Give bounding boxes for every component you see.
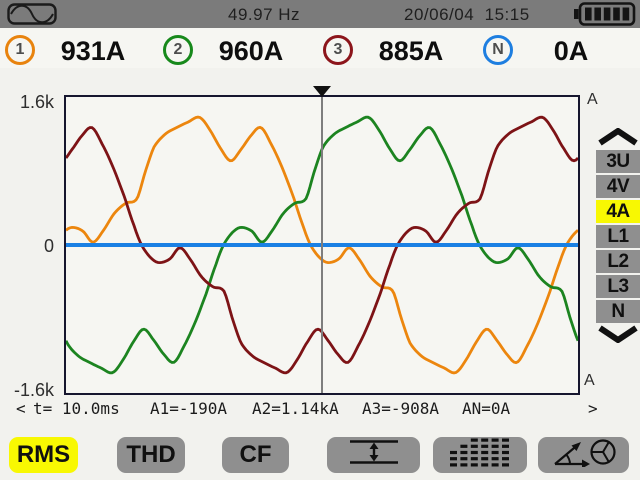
channel-1-id: 1 <box>15 41 25 58</box>
battery-bars <box>585 7 630 21</box>
cf-button[interactable]: CF <box>222 437 289 473</box>
cursor-an-readout: AN=0A <box>462 399 511 418</box>
cursor-status-line: < t= 10.0ms A1=-190A A2=1.14kA A3=-908A … <box>0 399 640 421</box>
datetime-readout: 20/06/04 15:15 <box>404 5 530 24</box>
channel-1-value: 931A <box>60 36 126 66</box>
minmax-icon <box>346 438 402 473</box>
channel-n-badge: N <box>483 35 513 65</box>
y-axis-unit-bottom: A <box>584 372 595 389</box>
cursor-prev-arrow[interactable]: < <box>16 399 26 418</box>
channel-n-id: N <box>492 41 504 58</box>
cursor-a2-readout: A2=1.14kA <box>252 399 339 418</box>
menu-up-icon[interactable] <box>596 127 640 146</box>
status-bar: 49.97 Hz 20/06/04 15:15 <box>0 0 640 28</box>
menu-item-n[interactable]: N <box>596 300 640 323</box>
y-axis-tick-bottom: -1.6k <box>13 380 54 400</box>
menu-item-4v[interactable]: 4V <box>596 175 640 198</box>
y-axis-tick-top: 1.6k <box>19 92 54 112</box>
menu-item-l1[interactable]: L1 <box>596 225 640 248</box>
menu-item-l3[interactable]: L3 <box>596 275 640 298</box>
harmonics-icon <box>449 437 511 474</box>
channel-3-value: 885A <box>378 36 444 66</box>
minmax-button[interactable] <box>327 437 420 473</box>
rms-button[interactable]: RMS <box>9 437 78 473</box>
channel-2-id: 2 <box>173 41 183 58</box>
cursor-a1-readout: A1=-190A <box>150 399 228 418</box>
menu-down-icon[interactable] <box>596 325 640 344</box>
channel-1-badge: 1 <box>5 35 35 65</box>
y-axis-unit-top: A <box>587 91 598 108</box>
cursor-time-readout: t= 10.0ms <box>33 399 120 418</box>
channel-2-badge: 2 <box>163 35 193 65</box>
channel-3-badge: 3 <box>323 35 353 65</box>
menu-item-3u[interactable]: 3U <box>596 150 640 173</box>
waveform-plot <box>64 95 580 395</box>
channel-readouts: 1 931A 2 960A 3 885A N 0A <box>0 28 640 68</box>
menu-item-4a[interactable]: 4A <box>596 200 640 223</box>
channel-2-value: 960A <box>218 36 284 66</box>
channel-3-id: 3 <box>333 41 343 58</box>
harmonics-button[interactable] <box>433 437 527 473</box>
thd-button[interactable]: THD <box>117 437 185 473</box>
phasor-icon <box>550 437 618 474</box>
waveform-mode-icon <box>7 3 57 25</box>
frequency-readout: 49.97 Hz <box>228 5 301 24</box>
channel-n-value: 0A <box>553 36 589 66</box>
y-axis-tick-zero: 0 <box>43 236 54 256</box>
cursor-next-arrow[interactable]: > <box>588 399 598 418</box>
cursor-marker[interactable] <box>313 86 331 97</box>
cursor-a3-readout: A3=-908A <box>362 399 440 418</box>
battery-icon <box>574 2 636 26</box>
menu-item-l2[interactable]: L2 <box>596 250 640 273</box>
phasor-button[interactable] <box>538 437 629 473</box>
